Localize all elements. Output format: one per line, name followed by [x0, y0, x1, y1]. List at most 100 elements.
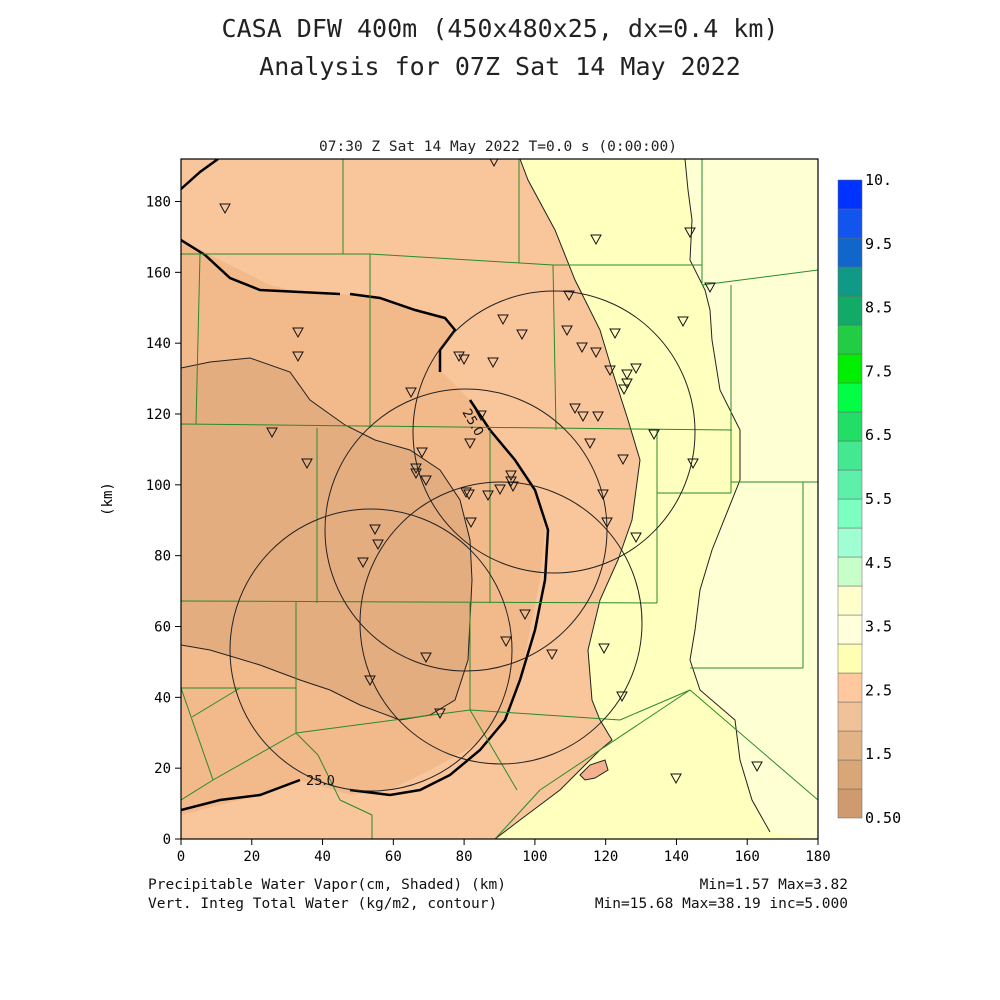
colorbar-label: 3.5 [865, 618, 892, 636]
station-marker [630, 363, 642, 375]
x-tick-label: 40 [314, 849, 331, 865]
y-axis: 0 20 40 60 80 100 120 140 160 180 [146, 195, 181, 848]
y-tick-label: 80 [154, 549, 171, 565]
station-marker [648, 429, 660, 441]
station-marker [684, 227, 696, 239]
colorbar-swatch [837, 237, 863, 268]
footer-shading-range: Min=1.57 Max=3.82 [699, 877, 848, 893]
station-marker [592, 411, 604, 423]
colorbar-label: 6.5 [865, 426, 892, 444]
station-marker [489, 159, 499, 168]
station-marker [546, 649, 558, 661]
colorbar-label: 2.5 [865, 681, 892, 699]
colorbar-swatch [837, 701, 863, 732]
station-marker [364, 675, 376, 687]
colorbar-label: 5.5 [865, 490, 892, 508]
station-marker [507, 481, 519, 493]
station-marker [621, 378, 633, 390]
station-marker [621, 369, 633, 381]
y-tick-label: 60 [154, 620, 171, 636]
colorbar-swatch [837, 527, 863, 558]
colorbar-swatch [837, 295, 863, 326]
colorbar-swatch [837, 266, 863, 297]
station-marker [219, 203, 231, 215]
map-title-line2: Analysis for 07Z Sat 14 May 2022 [259, 52, 741, 81]
colorbar-swatch [837, 411, 863, 442]
thick-contours-25 [181, 159, 550, 812]
colorbar-swatch [837, 353, 863, 384]
y-tick-label: 0 [163, 832, 171, 848]
station-marker [369, 524, 381, 536]
colorbar-swatch [837, 672, 863, 703]
x-tick-label: 160 [735, 849, 760, 865]
y-tick-label: 120 [146, 407, 171, 423]
station-marker [577, 411, 589, 423]
station-marker [465, 517, 477, 529]
station-marker [357, 557, 369, 569]
colorbar-swatch [837, 643, 863, 674]
station-marker [487, 357, 499, 369]
station-marker [601, 517, 613, 529]
y-axis-unit: (km) [100, 482, 116, 516]
colorbar-swatch [837, 498, 863, 529]
station-marker [475, 410, 487, 422]
station-marker [420, 475, 432, 487]
colorbar-swatch [837, 556, 863, 587]
colorbar-label: 10. [865, 171, 892, 189]
footer-shading-desc: Precipitable Water Vapor(cm, Shaded) (km… [148, 877, 506, 893]
colorbar: 10. 9.5 8.5 7.5 6.5 5.5 4.5 3.5 2.5 1.5 0.50 [837, 171, 901, 827]
colorbar-label: 8.5 [865, 299, 892, 317]
station-marker [482, 490, 494, 502]
station-marker [597, 489, 609, 501]
station-marker [590, 234, 602, 246]
x-tick-label: 140 [664, 849, 689, 865]
pwv-shading-band-3.5-4.0 [685, 159, 818, 839]
station-marker [416, 447, 428, 459]
station-marker [500, 636, 512, 648]
x-tick-label: 0 [177, 849, 185, 865]
colorbar-label: 1.5 [865, 745, 892, 763]
station-marker [292, 327, 304, 339]
station-marker [561, 325, 573, 337]
y-tick-label: 100 [146, 478, 171, 494]
station-marker [609, 328, 621, 340]
station-marker [453, 351, 465, 363]
y-tick-label: 40 [154, 690, 171, 706]
x-tick-label: 80 [456, 849, 473, 865]
station-marker [434, 708, 446, 720]
station-marker [301, 458, 313, 470]
station-marker [617, 454, 629, 466]
station-marker [590, 347, 602, 359]
colorbar-label: 4.5 [865, 554, 892, 572]
station-marker [460, 487, 472, 499]
colorbar-swatch [837, 585, 863, 616]
station-marker [266, 427, 278, 439]
station-marker [410, 468, 422, 480]
station-marker [464, 438, 476, 450]
contour-label: 25.0 [306, 774, 335, 789]
station-marker [670, 773, 682, 785]
colorbar-swatch [837, 788, 863, 819]
colorbar-label: 9.5 [865, 235, 892, 253]
station-marker [616, 691, 628, 703]
station-marker [292, 351, 304, 363]
station-marker [505, 470, 517, 482]
station-marker [516, 329, 528, 341]
map-title-line1: CASA DFW 400m (450x480x25, dx=0.4 km) [221, 14, 779, 43]
radar-range-circles [229, 290, 696, 792]
colorbar-swatch [837, 179, 863, 210]
station-marker [576, 342, 588, 354]
station-marker [519, 609, 531, 621]
x-tick-label: 20 [243, 849, 260, 865]
station-marker [584, 438, 596, 450]
x-tick-label: 60 [385, 849, 402, 865]
footer-contour-range: Min=15.68 Max=38.19 inc=5.000 [594, 896, 848, 912]
colorbar-swatch [837, 730, 863, 761]
footer-contour-desc: Vert. Integ Total Water (kg/m2, contour) [148, 896, 498, 912]
station-marker [569, 403, 581, 415]
station-marker [630, 532, 642, 544]
station-marker [494, 484, 506, 496]
y-tick-label: 20 [154, 761, 171, 777]
plot-frame [180, 158, 819, 840]
